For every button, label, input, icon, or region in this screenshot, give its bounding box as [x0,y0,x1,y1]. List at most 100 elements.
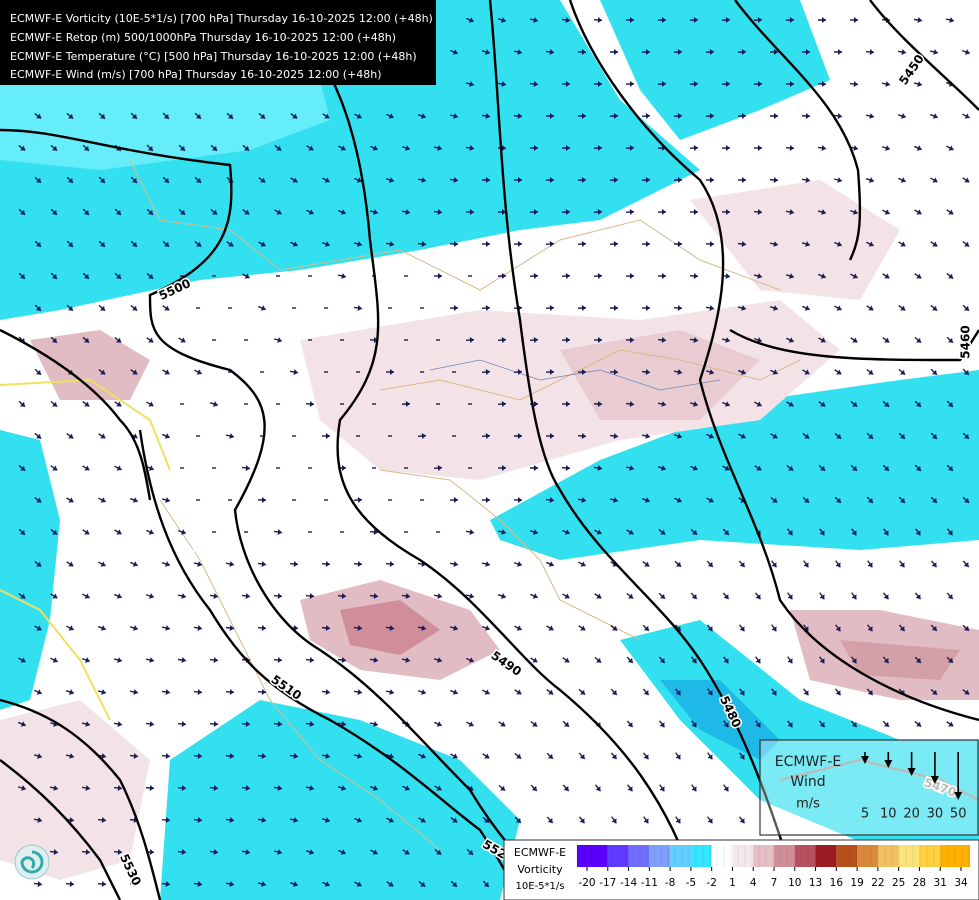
wind-arrow [898,241,906,247]
arrow-head [53,785,58,791]
wind-arrow [514,816,522,824]
wind-arrow [402,785,410,791]
wind-arrow [851,592,857,600]
wind-arrow [866,496,874,504]
arrow-head [325,817,330,823]
arrow-head [19,529,25,535]
wind-arrow [817,17,827,23]
arrow-head [725,209,730,215]
arrow-head [292,177,298,183]
wind-arrow [577,433,587,439]
arrow-head [963,625,969,631]
wind-arrow [290,113,298,119]
wind-arrow [529,529,539,535]
arrow-head [453,177,458,183]
arrow-head [260,241,266,247]
arrow-head [308,209,314,215]
arrow-head [84,593,90,599]
arrow-head [659,658,665,664]
wind-arrow [306,209,314,215]
arrow-head [164,369,170,375]
arrow-head [549,177,554,183]
wind-arrow [481,561,491,567]
arrow-head [453,497,458,503]
wind-arrow [274,209,282,215]
arrow-head [645,177,650,183]
wind-arrow [721,81,731,87]
arrow-head [964,177,970,183]
wind-arrow [786,337,794,343]
colorbar-cell [607,845,629,867]
wind-arrow [257,753,267,759]
arrow-head [772,497,778,503]
wind-arrow [465,337,475,343]
cyan-area [0,430,60,710]
yellow-isotherm [0,378,171,471]
wind-arrow [129,753,139,759]
colorbar-tick-label: 31 [934,877,947,889]
wind-arrow [98,240,106,248]
wind-arrow [194,176,202,184]
wind-arrow [306,145,314,151]
wind-arrow [114,336,122,344]
wind-arrow [577,497,587,503]
arrow-head [947,530,953,536]
arrow-head [501,81,506,87]
arrow-head [773,241,778,247]
arrow-head [533,465,538,471]
arrow-head [52,593,58,599]
arrow-head [709,113,714,119]
wind-arrow [386,113,394,119]
wind-arrow [913,17,923,23]
arrow-head [835,626,841,632]
arrow-head [899,562,905,568]
wind-arrow [209,785,219,791]
arrow-head [533,273,538,279]
arrow-head [213,785,218,791]
arrow-head [469,529,474,535]
arrow-head [821,17,826,23]
wind-arrow [946,592,954,600]
wind-arrow [162,433,170,439]
arrow-head [389,561,394,567]
arrow-head [517,369,522,375]
wind-arrow [721,145,731,151]
wind-arrow [722,528,730,536]
arrow-head [629,209,634,215]
wind-arrow [33,817,43,823]
arrow-head [821,81,826,87]
arrow-head [916,145,922,151]
wind-arrow [514,752,522,760]
wind-arrow [113,721,123,727]
wind-arrow [81,849,91,855]
arrow-head [261,561,266,567]
header-box [0,0,436,85]
arrow-head [548,625,554,631]
wind-arrow [65,753,75,759]
arrow-head [597,401,602,407]
wind-arrow [593,145,603,151]
arrow-head [563,786,569,791]
arrow-head [643,690,649,696]
wind-arrow [385,369,395,375]
arrow-head [293,753,298,759]
wind-arrow [850,400,858,408]
arrow-head [883,721,889,727]
arrow-head [613,305,618,311]
wind-arrow [657,209,667,215]
wind-arrow [738,560,746,568]
wind-arrow [50,528,58,536]
wind-arrow [673,113,683,119]
arrow-head [613,497,618,503]
arrow-head [244,273,250,279]
wind-arrow [609,369,619,375]
arrow-head [789,81,794,87]
river [429,359,721,391]
arrow-head [804,305,810,311]
arrow-head [885,81,890,87]
wind-arrow [785,81,795,87]
arrow-head [565,145,570,151]
wind-arrow [66,240,74,248]
arrow-head [340,209,346,215]
arrow-head [533,529,538,535]
